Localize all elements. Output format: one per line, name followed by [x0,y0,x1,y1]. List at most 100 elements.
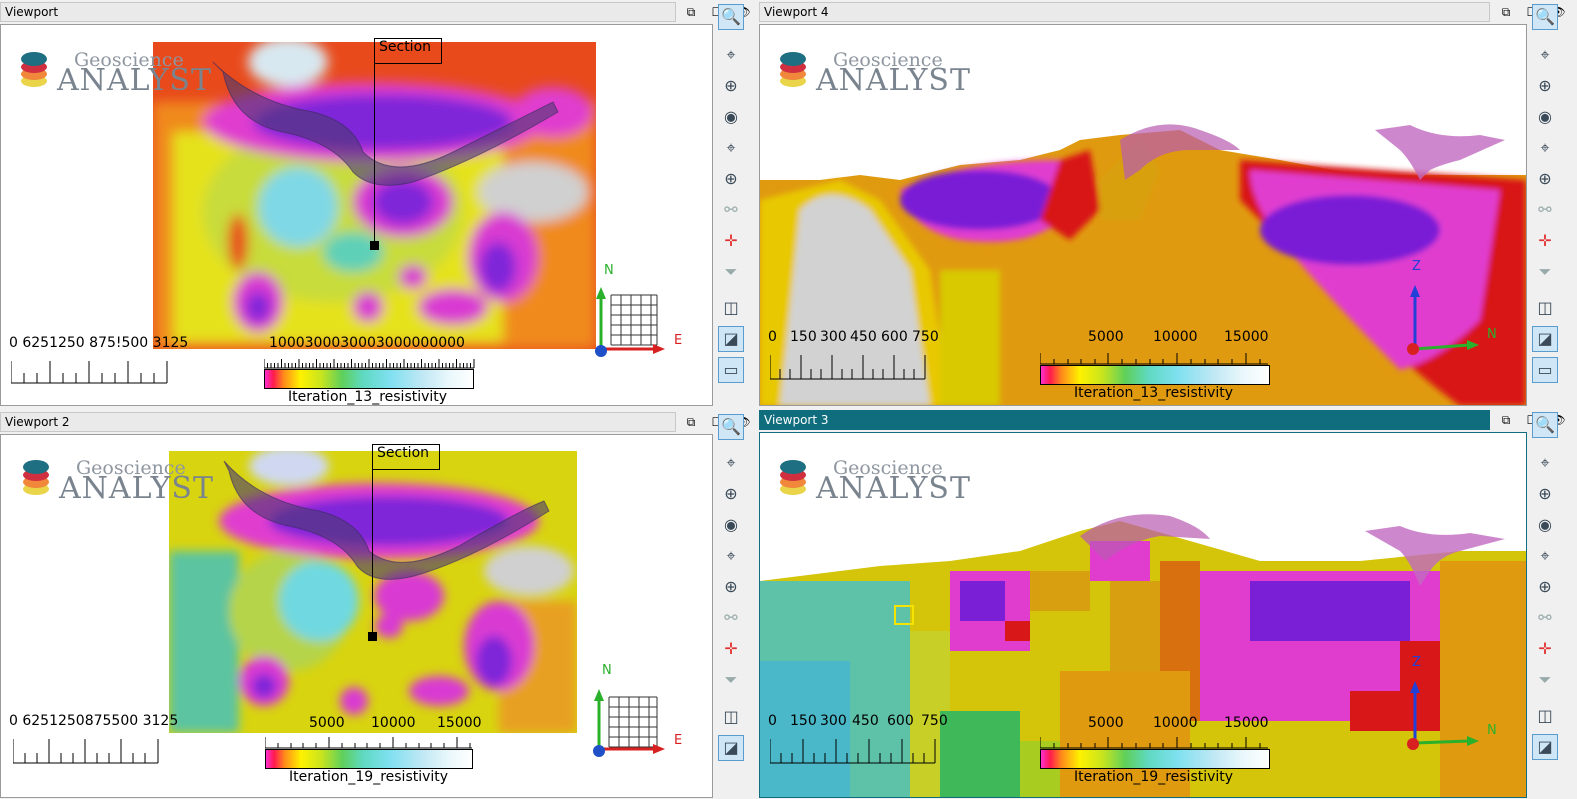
maximize-button[interactable]: ☐ [711,5,723,19]
cube-view-icon[interactable]: ◪ [1532,326,1558,352]
viewport-1: Viewport ⧉ ☐ 👁 [0,2,755,406]
restore-button[interactable]: ⧉ [686,415,696,429]
orbit-alt-icon[interactable]: ⊕ [724,577,738,596]
scale-bar-icon[interactable]: ▭ [1532,357,1558,383]
restore-button[interactable]: ⧉ [686,5,696,19]
section-filter-icon[interactable]: ⏷ [1538,670,1552,689]
color-bar-ticks [265,737,472,749]
cube-view-icon[interactable]: ◪ [718,735,744,761]
selection-cell[interactable] [894,605,914,625]
orbit-alt-icon[interactable]: ⊕ [724,169,738,188]
scale-label-600: 600 [887,713,914,729]
axis-label-east: E [674,333,683,348]
pan-icon[interactable]: ⌖ [726,45,736,64]
color-bar-number-5000: 5000 [309,715,345,731]
box-view-icon[interactable]: ◫ [1537,706,1553,725]
section-label[interactable]: Section [374,38,442,64]
orbit-icon[interactable]: ⌖ [1540,546,1550,565]
scale-bar: 0 6251250 875!500 3125 [9,335,188,385]
box-view-icon[interactable]: ◫ [723,298,739,317]
crosshair-icon[interactable]: ✛ [1538,639,1552,658]
section-filter-icon[interactable]: ⏷ [724,670,738,689]
viewport-2-title: Viewport 2 [5,415,70,429]
rotate-icon[interactable]: ⊕ [724,76,738,95]
zoom-extents-icon[interactable]: 🔍 [1532,412,1558,438]
zoom-extents-icon[interactable]: 🔍 [718,4,744,30]
color-bar: 5000 10000 15000 Iteration_13_resistivit… [1038,329,1273,404]
logo-top-text: Geoscience [74,49,184,71]
maximize-button[interactable]: ☐ [711,415,723,429]
axis-label-north: N [602,663,612,678]
restore-button[interactable]: ⧉ [1501,413,1511,427]
target-icon[interactable]: ◉ [1538,515,1552,534]
maximize-button[interactable]: ☐ [1523,411,1541,429]
box-view-icon[interactable]: ◫ [1537,298,1553,317]
scale-bar-icon[interactable]: ▭ [718,357,744,383]
zoom-extents-icon[interactable]: 🔍 [1532,4,1558,30]
viewport-3-toolbar: 🔍 ⌖ ⊕ ◉ ⌖ ⊕ ⚯ ✛ ⏷ ◫ ◪ [1528,410,1564,776]
rotate-icon[interactable]: ⊕ [1538,76,1552,95]
scale-bar-ticks [770,355,926,380]
scale-label-600: 600 [881,329,908,345]
crosshair-icon[interactable]: ✛ [1538,231,1552,250]
scale-label-300: 300 [820,329,847,345]
orientation-axes [595,287,665,357]
zoom-extents-icon[interactable]: 🔍 [718,414,744,440]
logo-top-text: Geoscience [833,457,943,479]
rotate-icon[interactable]: ⊕ [724,484,738,503]
scale-label-0: 0 [768,713,777,729]
link-icon[interactable]: ⚯ [1538,200,1552,219]
viewport-1-titlebar[interactable]: Viewport [0,2,676,22]
section-line[interactable] [374,63,375,243]
color-bar-number-15000: 15000 [1224,715,1269,731]
orbit-icon[interactable]: ⌖ [726,546,736,565]
color-bar-name: Iteration_13_resistivity [1074,385,1234,401]
color-bar-number-10000: 10000 [1153,329,1198,345]
viewport-4-toolbar: 🔍 ⌖ ⊕ ◉ ⌖ ⊕ ⚯ ✛ ⏷ ◫ ◪ ▭ [1528,2,1564,384]
viewport-2-canvas[interactable]: Section Geoscience ANALYST 0 62512508755… [0,434,713,798]
viewport-3-titlebar[interactable]: Viewport 3 [759,410,1490,430]
link-icon[interactable]: ⚯ [724,608,738,627]
resistivity-section-view [760,514,1526,797]
orbit-alt-icon[interactable]: ⊕ [1538,577,1552,596]
section-filter-icon[interactable]: ⏷ [724,262,738,281]
target-icon[interactable]: ◉ [724,515,738,534]
link-icon[interactable]: ⚯ [724,200,738,219]
section-handle[interactable] [370,241,379,250]
section-line[interactable] [372,469,373,634]
crosshair-icon[interactable]: ✛ [724,639,738,658]
pan-icon[interactable]: ⌖ [1540,453,1550,472]
scale-bar: 0 150 300 450 600 750 [768,713,948,773]
viewport-4-titlebar[interactable]: Viewport 4 [759,2,1490,22]
rotate-icon[interactable]: ⊕ [1538,484,1552,503]
target-icon[interactable]: ◉ [724,107,738,126]
orbit-icon[interactable]: ⌖ [726,138,736,157]
viewport-1-canvas[interactable]: Section Geoscience ANALYST 0 6251250 875… [0,24,713,406]
color-bar-number-15000: 15000 [1224,329,1269,345]
geoscience-analyst-logo: Geoscience ANALYST [778,457,970,507]
orbit-icon[interactable]: ⌖ [1540,138,1550,157]
color-bar-ticks [264,359,475,369]
cube-view-icon[interactable]: ◪ [1532,734,1558,760]
viewport-4-canvas[interactable]: Geoscience ANALYST 0 150 300 450 600 750… [759,24,1527,406]
geoscience-analyst-logo: Geoscience ANALYST [778,49,970,99]
crosshair-icon[interactable]: ✛ [724,231,738,250]
maximize-button[interactable]: ☐ [1523,3,1541,21]
geoscience-analyst-logo: Geoscience ANALYST [21,457,213,507]
cube-view-icon[interactable]: ◪ [718,326,744,352]
pan-icon[interactable]: ⌖ [726,453,736,472]
section-handle[interactable] [368,632,377,641]
section-label[interactable]: Section [372,444,440,470]
color-bar-ticks [1040,353,1268,365]
orbit-alt-icon[interactable]: ⊕ [1538,169,1552,188]
link-icon[interactable]: ⚯ [1538,608,1552,627]
viewport-3-canvas[interactable]: Geoscience ANALYST 0 150 300 450 600 750… [759,432,1527,798]
target-icon[interactable]: ◉ [1538,107,1552,126]
box-view-icon[interactable]: ◫ [723,707,739,726]
restore-button[interactable]: ⧉ [1501,5,1511,19]
color-bar: 5000 10000 15000 Iteration_19_resistivit… [261,715,482,790]
viewport-2-titlebar[interactable]: Viewport 2 [0,412,676,432]
color-bar: 1000300030003000000000 Iteration_13_resi… [261,335,481,405]
pan-icon[interactable]: ⌖ [1540,45,1550,64]
section-filter-icon[interactable]: ⏷ [1538,262,1552,281]
